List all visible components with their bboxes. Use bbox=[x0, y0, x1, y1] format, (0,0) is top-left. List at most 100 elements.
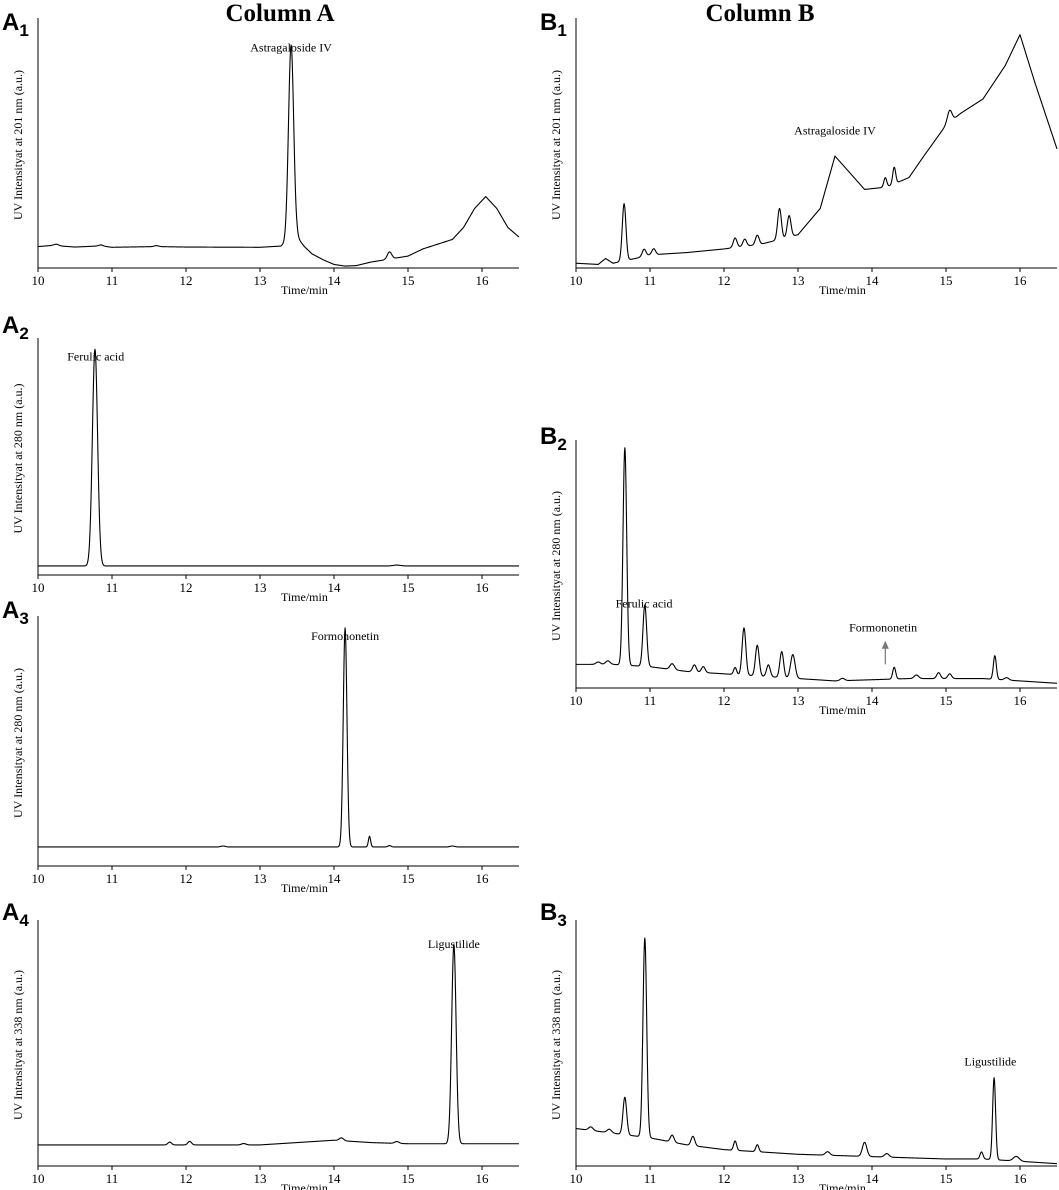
panel-label: A4 bbox=[2, 899, 29, 930]
x-tick-label: 16 bbox=[1014, 1171, 1028, 1186]
panel-letter: B bbox=[540, 423, 557, 450]
x-tick-label: 10 bbox=[32, 871, 45, 886]
chromatogram-trace bbox=[575, 447, 1058, 684]
column-b-title: Column B bbox=[705, 0, 814, 27]
x-tick-label: 10 bbox=[570, 273, 583, 288]
x-tick-label: 12 bbox=[718, 693, 731, 708]
x-tick-label: 13 bbox=[254, 871, 267, 886]
x-tick-label: 12 bbox=[180, 580, 193, 595]
x-tick-label: 13 bbox=[254, 580, 267, 595]
x-tick-label: 15 bbox=[402, 273, 415, 288]
x-axis-label: Time/min bbox=[281, 590, 328, 604]
x-tick-label: 10 bbox=[32, 273, 45, 288]
x-tick-label: 11 bbox=[106, 273, 119, 288]
peak-annotation: Astragaloside IV bbox=[794, 124, 876, 138]
x-tick-label: 16 bbox=[1014, 693, 1028, 708]
panel-index: 3 bbox=[557, 911, 566, 930]
chromatogram-trace bbox=[37, 348, 520, 567]
peak-annotation: Astragaloside IV bbox=[250, 40, 332, 54]
x-tick-label: 12 bbox=[180, 273, 193, 288]
chromatogram-trace bbox=[37, 44, 520, 267]
y-axis-label: UV Intensityat at 338 nm (a.u.) bbox=[11, 970, 25, 1120]
x-axis-label: Time/min bbox=[819, 1181, 866, 1190]
x-tick-label: 14 bbox=[328, 273, 342, 288]
x-axis-label: Time/min bbox=[819, 283, 866, 297]
x-tick-label: 16 bbox=[476, 1171, 490, 1186]
panel-a2: A2 10 11 12 13 14 15 16 Time/min UV Intensityat a… bbox=[2, 312, 520, 604]
x-tick-label: 15 bbox=[402, 871, 415, 886]
x-tick-label: 13 bbox=[792, 1171, 805, 1186]
panel-a4: A4 10 11 12 13 14 15 16 Time/min UV Intensityat a… bbox=[2, 899, 520, 1190]
peak-annotation: Formononetin bbox=[849, 620, 917, 634]
y-axis-label: UV Intensityat at 280 nm (a.u.) bbox=[11, 668, 25, 818]
x-tick-label: 10 bbox=[570, 693, 583, 708]
x-tick-label: 12 bbox=[180, 871, 193, 886]
x-tick-label: 14 bbox=[866, 693, 880, 708]
annotation-arrow-head bbox=[881, 640, 889, 649]
y-axis-label: UV Intensityat at 338 nm (a.u.) bbox=[549, 970, 563, 1120]
x-tick-label: 14 bbox=[866, 273, 880, 288]
panel-letter: A bbox=[2, 597, 19, 624]
panel-index: 1 bbox=[557, 21, 566, 40]
x-tick-label: 15 bbox=[940, 273, 953, 288]
x-tick-label: 15 bbox=[940, 1171, 953, 1186]
x-tick-label: 12 bbox=[718, 273, 731, 288]
x-tick-label: 14 bbox=[328, 871, 342, 886]
x-axis-label: Time/min bbox=[281, 1181, 328, 1190]
x-tick-label: 13 bbox=[254, 273, 267, 288]
panel-b2: B2 10 11 12 13 14 15 16 Time/min UV Intensityat a… bbox=[540, 423, 1058, 717]
panel-label: A1 bbox=[2, 9, 29, 40]
x-tick-label: 16 bbox=[1014, 273, 1028, 288]
y-axis-label: UV Intensityat at 280 nm (a.u.) bbox=[549, 491, 563, 641]
x-tick-label: 11 bbox=[106, 580, 119, 595]
panel-index: 1 bbox=[19, 21, 28, 40]
x-tick-label: 11 bbox=[106, 1171, 119, 1186]
panel-letter: B bbox=[540, 899, 557, 926]
column-a-title: Column A bbox=[225, 0, 334, 27]
x-tick-label: 11 bbox=[644, 693, 657, 708]
peak-annotation: Ferulic acid bbox=[616, 597, 673, 611]
x-tick-label: 11 bbox=[644, 273, 657, 288]
peak-annotation: Ligustilide bbox=[964, 1054, 1016, 1068]
x-tick-label: 12 bbox=[180, 1171, 193, 1186]
chromatogram-trace bbox=[37, 944, 520, 1146]
panel-letter: B bbox=[540, 9, 557, 36]
x-tick-label: 16 bbox=[476, 580, 490, 595]
panel-index: 2 bbox=[557, 435, 566, 454]
x-tick-label: 10 bbox=[32, 1171, 45, 1186]
x-tick-label: 12 bbox=[718, 1171, 731, 1186]
panel-b1: B1 10 11 12 13 14 15 16 Time/min UV Intensityat a… bbox=[540, 9, 1058, 297]
chromatogram-trace bbox=[575, 34, 1058, 265]
panel-index: 2 bbox=[19, 324, 28, 343]
y-axis-label: UV Intensityat at 280 nm (a.u.) bbox=[11, 383, 25, 533]
x-tick-label: 13 bbox=[792, 273, 805, 288]
panel-index: 4 bbox=[19, 911, 29, 930]
x-tick-label: 13 bbox=[254, 1171, 267, 1186]
panel-letter: A bbox=[2, 899, 19, 926]
x-tick-label: 16 bbox=[476, 273, 490, 288]
x-tick-label: 14 bbox=[328, 1171, 342, 1186]
x-tick-label: 15 bbox=[940, 693, 953, 708]
peak-annotation: Formononetin bbox=[311, 629, 379, 643]
peak-annotation: Ferulic acid bbox=[67, 350, 124, 364]
panel-a3: A3 10 11 12 13 14 15 16 Time/min UV Intensityat a… bbox=[2, 597, 520, 895]
x-tick-label: 15 bbox=[402, 1171, 415, 1186]
panel-a1: A1 10 11 12 13 14 15 16 Time/min UV Intensityat a… bbox=[2, 9, 520, 297]
x-tick-label: 13 bbox=[792, 693, 805, 708]
x-axis-label: Time/min bbox=[819, 703, 866, 717]
x-tick-label: 14 bbox=[866, 1171, 880, 1186]
chromatogram-trace bbox=[37, 627, 520, 848]
x-tick-label: 10 bbox=[32, 580, 45, 595]
x-axis-label: Time/min bbox=[281, 283, 328, 297]
panel-label: A3 bbox=[2, 597, 29, 628]
panel-label: B2 bbox=[540, 423, 567, 454]
y-axis-label: UV Intensityat at 201 nm (a.u.) bbox=[11, 70, 25, 220]
panel-index: 3 bbox=[19, 609, 28, 628]
panel-label: B1 bbox=[540, 9, 567, 40]
x-tick-label: 16 bbox=[476, 871, 490, 886]
x-axis-label: Time/min bbox=[281, 881, 328, 895]
panel-b3: B3 10 11 12 13 14 15 16 Time/min UV Intensityat a… bbox=[540, 899, 1058, 1190]
x-tick-label: 10 bbox=[570, 1171, 583, 1186]
